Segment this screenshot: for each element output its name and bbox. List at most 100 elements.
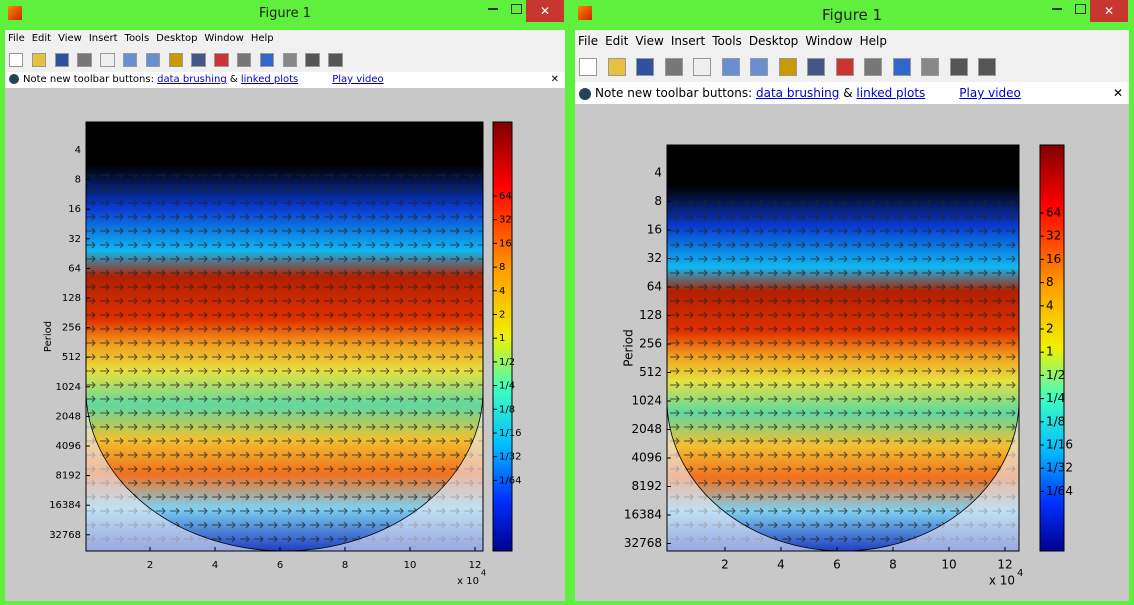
maximize-button[interactable] <box>511 4 522 14</box>
menu-item[interactable]: File <box>8 33 25 44</box>
toolbar-button[interactable] <box>282 52 297 68</box>
toolbar-button[interactable] <box>978 58 996 76</box>
plot-canvas: 4816326412825651210242048409681921638432… <box>622 144 1073 588</box>
toolbar-button[interactable] <box>721 58 740 76</box>
toolbar-button[interactable] <box>9 52 24 68</box>
toolbar-button[interactable] <box>191 52 206 68</box>
colorbar <box>492 121 513 552</box>
toolbar-button[interactable] <box>807 58 825 76</box>
toolbar-button[interactable] <box>168 52 183 68</box>
colorbar-tick-label: 1/16 <box>1046 438 1073 452</box>
toolbar-button[interactable] <box>259 52 275 68</box>
linked-plots-link[interactable]: linked plots <box>856 86 926 100</box>
close-button[interactable]: ✕ <box>1090 0 1128 22</box>
colorbar-tick-label: 64 <box>1046 206 1061 220</box>
toolbar-button[interactable] <box>54 52 69 68</box>
toolbar-button[interactable] <box>305 52 320 68</box>
menu-item[interactable]: Help <box>250 33 274 44</box>
colorbar-tick-label: 1/4 <box>499 381 515 392</box>
colorbar-tick-label: 1/4 <box>1046 391 1065 405</box>
x-tick-label: 2 <box>147 560 153 571</box>
maximize-button[interactable] <box>1075 4 1086 14</box>
colorbar-tick-label: 1/8 <box>1046 414 1065 428</box>
data-brushing-link[interactable]: data brushing <box>157 74 227 85</box>
axes-box <box>666 144 1020 552</box>
minimize-button[interactable] <box>1052 8 1062 10</box>
toolbar-button[interactable] <box>100 52 115 68</box>
y-tick-label: 32768 <box>49 530 81 541</box>
toolbar-button[interactable] <box>949 58 968 76</box>
menu-item[interactable]: Tools <box>712 34 742 48</box>
menu-item[interactable]: Insert <box>670 34 706 48</box>
toolbar-button[interactable] <box>579 58 597 76</box>
x-exponent-power: 4 <box>481 569 486 578</box>
minimize-button[interactable] <box>488 8 498 10</box>
menu-bar: File Edit View Insert Tools Desktop Window Help <box>5 30 565 48</box>
menu-item[interactable]: Window <box>204 33 244 44</box>
info-close[interactable]: ✕ <box>1112 86 1123 100</box>
phase-arrows <box>667 193 1019 551</box>
x-tick-label: 10 <box>404 560 417 571</box>
x-tick-label: 10 <box>941 558 956 572</box>
menu-item[interactable]: Edit <box>31 33 52 44</box>
play-video-link[interactable]: Play video <box>332 74 384 85</box>
toolbar-button[interactable] <box>864 58 882 76</box>
colorbar-tick-label: 1/2 <box>499 357 515 368</box>
toolbar-button[interactable] <box>636 58 654 76</box>
menu-item[interactable]: Desktop <box>156 33 198 44</box>
x-tick-label: 12 <box>469 560 482 571</box>
toolbar-button[interactable] <box>778 58 797 76</box>
menu-item[interactable]: Help <box>859 34 887 48</box>
menu-item[interactable]: Edit <box>605 34 629 48</box>
toolbar-button[interactable] <box>693 58 711 76</box>
y-tick-label: 256 <box>639 337 662 351</box>
toolbar-button[interactable] <box>77 52 92 68</box>
toolbar-button[interactable] <box>750 58 768 76</box>
y-tick-label: 4 <box>75 145 81 156</box>
close-button[interactable]: ✕ <box>526 0 564 22</box>
toolbar-button[interactable] <box>145 52 161 68</box>
toolbar-button[interactable] <box>664 58 683 76</box>
colorbar-tick-label: 4 <box>499 286 505 297</box>
toolbar-button[interactable] <box>921 58 939 76</box>
toolbar-button[interactable] <box>214 52 229 68</box>
matlab-icon <box>578 6 592 20</box>
menu-item[interactable]: View <box>58 33 82 44</box>
play-video-link[interactable]: Play video <box>959 86 1021 100</box>
info-bar: Note new toolbar buttons: data brushing … <box>575 82 1129 104</box>
toolbar-button[interactable] <box>31 52 47 68</box>
y-tick-label: 2048 <box>56 411 81 422</box>
x-tick-label: 12 <box>997 558 1012 572</box>
menu-item[interactable]: View <box>635 34 664 48</box>
y-tick-label: 128 <box>62 293 81 304</box>
info-amp: & <box>229 74 238 85</box>
colorbar-tick-label: 1/64 <box>499 475 521 486</box>
y-tick-label: 16 <box>68 204 81 215</box>
toolbar-button[interactable] <box>328 52 343 68</box>
y-tick-label: 1024 <box>56 382 81 393</box>
y-tick-label: 4 <box>654 166 662 180</box>
info-close[interactable]: ✕ <box>550 74 559 85</box>
toolbar-button[interactable] <box>237 52 252 68</box>
menu-item[interactable]: Window <box>805 34 853 48</box>
menu-item[interactable]: Desktop <box>748 34 799 48</box>
menu-item[interactable]: File <box>578 34 599 48</box>
y-axis-label: Period <box>622 329 636 366</box>
y-tick-label: 4096 <box>56 441 81 452</box>
phase-arrows <box>86 173 483 552</box>
toolbar-button[interactable] <box>123 52 138 68</box>
menu-item[interactable]: Insert <box>88 33 118 44</box>
x-tick-label: 6 <box>277 560 283 571</box>
toolbar <box>5 48 565 72</box>
x-tick-label: 4 <box>212 560 218 571</box>
linked-plots-link[interactable]: linked plots <box>240 74 299 85</box>
toolbar-button[interactable] <box>607 58 626 76</box>
y-tick-label: 8 <box>654 194 662 208</box>
toolbar-button[interactable] <box>892 58 911 76</box>
x-tick-label: 2 <box>721 558 729 572</box>
menu-item[interactable]: Tools <box>124 33 150 44</box>
y-tick-label: 64 <box>647 280 662 294</box>
toolbar-button[interactable] <box>835 58 854 76</box>
data-brushing-link[interactable]: data brushing <box>755 86 840 100</box>
y-tick-label: 8192 <box>56 471 81 482</box>
